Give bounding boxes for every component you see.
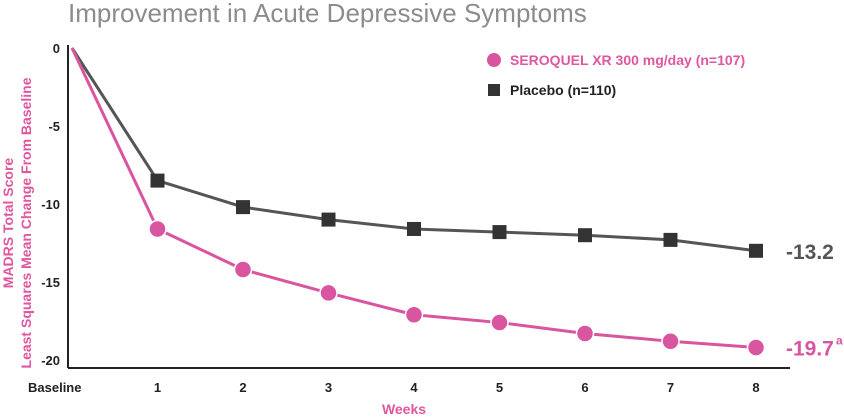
end-label-footnote: a [836,334,843,348]
x-tick-label: 3 [325,380,332,395]
y-tick-label: -10 [41,197,60,212]
legend: SEROQUEL XR 300 mg/day (n=107) Placebo (… [487,52,745,98]
series-markers [148,173,766,357]
data-point-placebo [407,221,421,236]
end-label-seroquel: -19.7 [786,338,834,361]
x-tick-label: 8 [752,380,759,395]
data-point-seroquel [575,324,595,343]
data-point-placebo [236,200,250,215]
series-line-placebo [70,47,757,253]
y-tick-label: -5 [48,119,60,134]
x-tick-label: Baseline [28,380,81,395]
y-axis-label-line-2: Least Squares Mean Change From Baseline [18,77,34,368]
data-point-seroquel [746,338,766,357]
x-axis-label: Weeks [382,401,426,417]
data-point-placebo [150,173,165,188]
data-point-placebo [749,243,763,258]
chart-title: Improvement in Acute Depressive Symptoms [68,0,587,28]
data-point-placebo [663,232,678,247]
end-label-placebo: -13.2 [786,241,834,264]
legend-marker-seroquel [487,53,501,67]
data-point-placebo [578,228,592,243]
end-labels: -13.2 -19.7 a [786,241,843,361]
data-point-seroquel [148,219,167,239]
data-point-seroquel [233,260,253,279]
legend-marker-placebo [488,84,500,96]
x-tick-label: 7 [667,380,674,395]
y-axis-label: MADRS Total Score Least Squares Mean Cha… [0,77,34,368]
y-tick-label: -15 [41,275,60,290]
x-tick-label: 6 [581,380,588,395]
data-point-seroquel [404,305,424,325]
x-tick-label: 5 [496,380,503,395]
x-tick-label: 4 [410,380,418,395]
y-ticks: 0 -5 -10 -15 -20 [41,41,60,368]
y-tick-label: 0 [53,41,60,56]
y-tick-label: -20 [41,353,60,368]
legend-label-seroquel: SEROQUEL XR 300 mg/day (n=107) [510,52,745,68]
data-point-seroquel [319,283,338,303]
data-point-placebo [321,212,336,227]
x-tick-label: 1 [154,380,161,395]
x-tick-label: 2 [239,380,246,395]
data-point-seroquel [661,332,680,351]
legend-label-placebo: Placebo (n=110) [510,82,616,98]
series-line-seroquel [70,47,757,350]
series-lines [70,47,757,350]
data-point-seroquel [490,313,509,332]
y-axis-label-line-1: MADRS Total Score [0,158,16,289]
data-point-placebo [492,225,507,240]
x-ticks: Baseline 1 2 3 4 5 6 7 8 [28,380,760,395]
